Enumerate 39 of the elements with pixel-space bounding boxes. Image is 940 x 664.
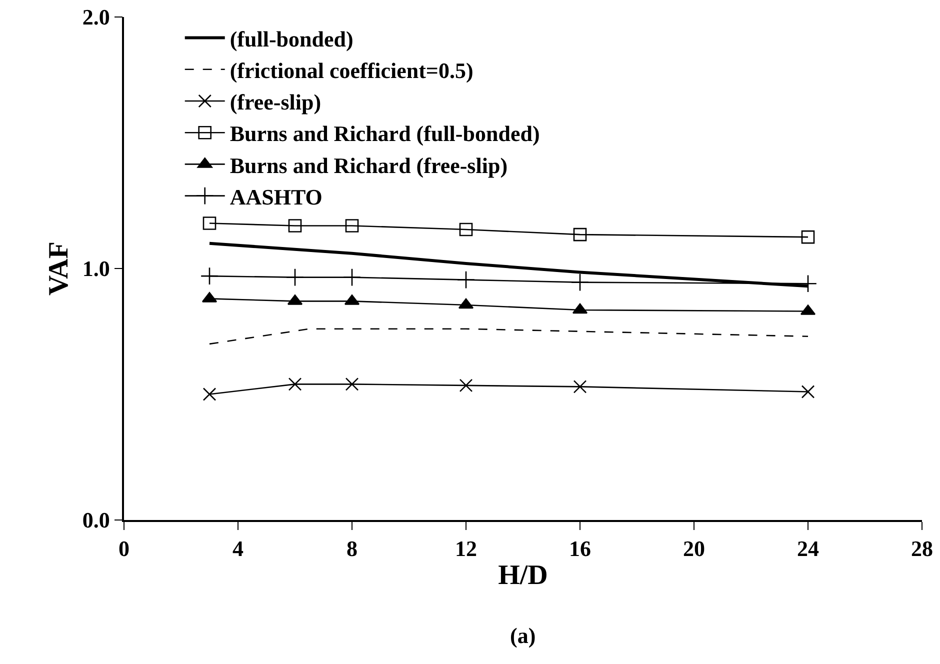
- x-tick-label: 28: [911, 536, 933, 562]
- point: [570, 273, 590, 292]
- x-tick-label: 20: [683, 536, 705, 562]
- point: [202, 216, 216, 230]
- point: [798, 274, 818, 293]
- x-tick-label: 24: [797, 536, 819, 562]
- point: [200, 267, 219, 286]
- x-tick-label: 0: [118, 536, 130, 562]
- legend-label: AASHTO: [230, 184, 322, 210]
- point: [345, 378, 359, 391]
- y-tick-label: 2.0: [82, 4, 110, 30]
- x-tick-label: 4: [232, 536, 244, 562]
- point: [288, 219, 302, 232]
- point: [286, 268, 304, 286]
- point: [202, 388, 216, 401]
- legend-label: Burns and Richard (free-slip): [230, 152, 508, 178]
- point: [801, 230, 815, 244]
- point: [573, 228, 587, 242]
- x-tick-label: 12: [455, 536, 477, 562]
- text: (a): [510, 623, 536, 648]
- legend-label: (free-slip): [230, 90, 322, 115]
- legend-label: (frictional coefficient=0.5): [230, 58, 474, 83]
- x-axis-title: H/D: [498, 560, 548, 591]
- y-tick-label: 0.0: [82, 508, 110, 533]
- point: [801, 385, 815, 398]
- y-tick-label: 1.0: [82, 256, 110, 282]
- legend-label: Burns and Richard (full-bonded): [230, 121, 540, 146]
- point: [459, 222, 473, 236]
- point: [459, 378, 473, 392]
- point: [573, 380, 587, 394]
- line-series: [208, 328, 809, 345]
- point: [288, 378, 302, 391]
- x-tick-label: 16: [569, 536, 591, 562]
- x-tick-label: 8: [346, 536, 358, 562]
- legend-label: (full-bonded): [230, 26, 354, 52]
- point: [345, 219, 359, 232]
- y-axis-title: VAF: [44, 242, 75, 296]
- point: [456, 270, 476, 289]
- point: [342, 268, 362, 286]
